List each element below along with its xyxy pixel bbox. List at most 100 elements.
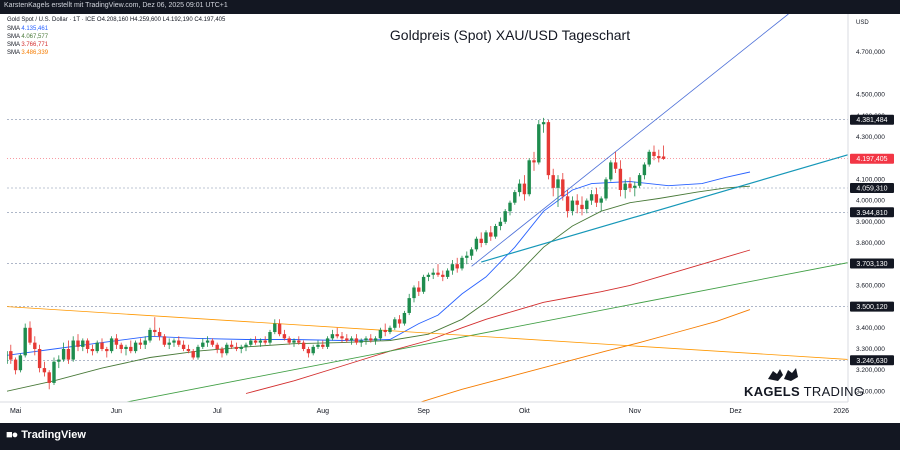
- candle-body: [325, 338, 330, 347]
- candle-body: [52, 361, 56, 383]
- y-tick-label: 3.300,000: [856, 346, 885, 353]
- bull-bear-logo-icon: [768, 368, 798, 381]
- candle-body: [628, 183, 632, 188]
- y-tick-label: 4.000,000: [856, 198, 885, 205]
- level-label-box: [850, 301, 894, 312]
- candle-body: [282, 334, 287, 339]
- sma-legend-2[interactable]: SMA 4.067,577: [7, 34, 49, 40]
- x-tick-label: Sep: [417, 408, 430, 415]
- sma-layer: [7, 171, 751, 402]
- candle-body: [81, 340, 85, 347]
- candle-body: [85, 340, 90, 349]
- candle-body: [167, 342, 171, 345]
- y-tick-label: 4.700,000: [856, 49, 885, 56]
- candle-body: [273, 323, 277, 333]
- x-tick-label: Aug: [317, 408, 330, 415]
- candle-body: [657, 156, 661, 159]
- green-trend-line: [124, 262, 848, 402]
- candle-body: [378, 329, 383, 339]
- candle-body: [90, 348, 95, 352]
- candle-body: [191, 351, 195, 358]
- candle-body: [407, 298, 411, 313]
- candle-body: [479, 238, 483, 243]
- candle-body: [148, 329, 152, 341]
- candle-body: [450, 264, 455, 271]
- candle-body: [153, 329, 157, 333]
- sma-legend-3[interactable]: SMA 3.766,771: [7, 42, 49, 48]
- candle-body: [186, 348, 191, 352]
- candle-body: [388, 327, 392, 333]
- orange-trend-line: [7, 306, 848, 360]
- candle-body: [652, 151, 656, 157]
- level-label-box: [850, 114, 894, 125]
- candle-body: [532, 160, 536, 163]
- candle-body: [623, 183, 627, 190]
- candle-body: [661, 156, 666, 159]
- candle-body: [210, 340, 215, 345]
- y-tick-label: 4.500,000: [856, 92, 885, 99]
- x-tick-label: 2026: [833, 408, 849, 415]
- tradingview-brand: TradingView: [21, 429, 86, 441]
- x-tick-label: Jul: [213, 408, 222, 415]
- sma-line-4: [419, 309, 751, 402]
- symbol-info[interactable]: Gold Spot / U.S. Dollar · 1T · ICE O4.20…: [7, 17, 226, 23]
- candle-body: [7, 351, 8, 364]
- x-tick-label: Dez: [729, 408, 742, 415]
- candle-body: [177, 340, 181, 345]
- candle-body: [594, 194, 599, 203]
- candle-body: [18, 355, 23, 371]
- candle-body: [412, 287, 416, 299]
- candle-body: [23, 327, 27, 356]
- sma-legend-1[interactable]: SMA 4.135,461: [7, 26, 49, 32]
- candle-body: [301, 342, 306, 349]
- tradingview-logo[interactable]: ■● TradingView: [6, 429, 86, 441]
- candle-body: [441, 274, 445, 277]
- candle-body: [575, 200, 579, 205]
- candle-body: [522, 183, 527, 195]
- candle-body: [469, 249, 474, 256]
- candle-body: [258, 340, 263, 343]
- candle-body: [109, 338, 114, 352]
- x-tick-label: Mai: [10, 408, 22, 415]
- candle-body: [311, 346, 315, 354]
- level-label: 3.703,130: [856, 261, 887, 268]
- candle-body: [292, 340, 296, 343]
- attribution-bar: KarstenKagels erstellt mit TradingView.c…: [0, 0, 900, 14]
- candle-body: [114, 338, 119, 345]
- candle-body: [445, 270, 450, 277]
- candle-body: [373, 338, 378, 341]
- candle-body: [460, 257, 464, 269]
- candle-body: [647, 151, 651, 165]
- blue-channel-upper-line: [471, 14, 789, 267]
- sma-legend-4[interactable]: SMA 3.486,339: [7, 50, 49, 56]
- kagels-trading-watermark: KAGELS TRADING: [744, 384, 865, 399]
- candle-body: [100, 342, 104, 349]
- candle-body: [484, 232, 488, 243]
- candle-body: [105, 348, 109, 352]
- candle-body: [417, 287, 421, 292]
- candle-body: [369, 338, 373, 341]
- candle-body: [253, 340, 258, 343]
- sma-line-2: [7, 185, 751, 392]
- teal-support-line: [481, 154, 848, 263]
- last-price-box: [850, 153, 894, 164]
- candle-body: [316, 344, 320, 347]
- candle-body: [229, 344, 234, 347]
- candle-body: [129, 346, 133, 352]
- candle-body: [565, 196, 570, 212]
- level-label: 3.246,630: [856, 358, 887, 365]
- candle-body: [498, 221, 503, 227]
- candle-body: [225, 344, 229, 354]
- candle-body: [421, 276, 426, 292]
- candle-body: [220, 348, 224, 354]
- candle-body: [61, 348, 66, 360]
- level-lines-layer: [7, 119, 848, 361]
- sma-line-3: [245, 249, 751, 394]
- sma-value-2: 4.067,577: [21, 34, 49, 40]
- candle-body: [637, 175, 642, 186]
- candle-body: [205, 340, 210, 343]
- candle-body: [287, 338, 291, 343]
- sma-value-1: 4.135,461: [21, 26, 49, 32]
- candle-body: [340, 336, 344, 339]
